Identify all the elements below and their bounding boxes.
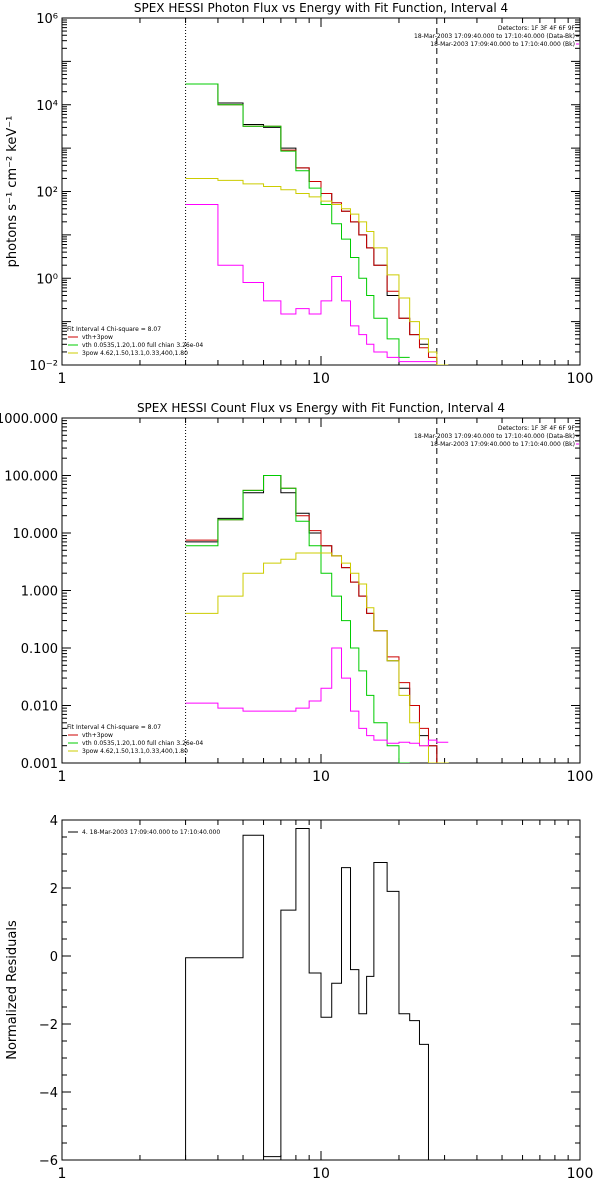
series-line-1 [185, 828, 437, 1160]
legend-label: vth 0.0535,1.20,1.00 full chian 3.26e-04 [82, 740, 203, 747]
series-line-5 [185, 204, 437, 363]
legend-label: vth+3pow [82, 732, 113, 739]
legend-title: Fit Interval 4 Chi-square = 8.07 [67, 326, 161, 333]
legend-label: 4. 18-Mar-2003 17:09:40.000 to 17:10:40.… [82, 829, 220, 836]
legend-label: 3pow 4.62,1.50,13.1,0.33,400,1.80 [82, 748, 188, 755]
header-line: 18-Mar-2003 17:09:40.000 to 17:10:40.000… [414, 33, 575, 40]
series-line-5 [185, 647, 449, 747]
series-line-3 [185, 83, 410, 358]
x-tick-label: 1 [58, 769, 67, 785]
panel-3: 1 10 100 −6 −4 −2 0 2 4 Normalized Residuals 4. 18… [5, 814, 593, 1182]
y-tick-label: 10⁰ [36, 272, 58, 287]
panel-1: SPEX HESSI Photon Flux vs Energy with Fi… [5, 1, 593, 387]
x-tick-label: 100 [567, 1166, 594, 1182]
y-tick-label: 10⁶ [36, 12, 58, 27]
header-line: 18-Mar-2003 17:09:40.000 to 17:10:40.000… [414, 433, 575, 440]
y-axis-label: photons s⁻¹ cm⁻² keV⁻¹ [5, 116, 20, 268]
y-axis-label: Normalized Residuals [5, 920, 20, 1060]
x-tick-label: 10 [312, 769, 330, 785]
y-tick-label: 10⁴ [36, 99, 58, 114]
y-tick-label: −4 [39, 1086, 58, 1101]
y-tick-label: 1000.000 [0, 412, 58, 427]
x-tick-label: 10 [312, 371, 330, 387]
legend-label: vth+3pow [82, 334, 113, 341]
legend-title: Fit Interval 4 Chi-square = 8.07 [67, 724, 161, 731]
header-line: 18-Mar-2003 17:09:40.000 to 17:10:40.000… [430, 441, 575, 448]
y-tick-label: −6 [39, 1154, 58, 1169]
series-line-2 [185, 83, 449, 365]
x-tick-label: 1 [58, 371, 67, 387]
legend-label: 3pow 4.62,1.50,13.1,0.33,400,1.80 [82, 350, 188, 357]
panel-2: SPEX HESSI Count Flux vs Energy with Fit… [0, 401, 593, 785]
y-tick-label: 10.000 [13, 527, 59, 542]
header-line: Detectors: 1F 3F 4F 6F 9F [498, 425, 576, 432]
chart-title: SPEX HESSI Count Flux vs Energy with Fit… [137, 401, 505, 415]
y-tick-label: 0.001 [21, 757, 58, 772]
y-tick-label: 0.010 [21, 700, 58, 715]
header-line: 18-Mar-2003 17:09:40.000 to 17:10:40.000… [430, 41, 575, 48]
x-tick-label: 100 [567, 371, 594, 387]
legend-label: vth 0.0535,1.20,1.00 full chian 3.26e-04 [82, 342, 203, 349]
y-tick-label: 0.100 [21, 642, 58, 657]
y-tick-label: 10⁻² [29, 359, 58, 374]
x-tick-label: 10 [312, 1166, 330, 1182]
chart-title: SPEX HESSI Photon Flux vs Energy with Fi… [134, 1, 508, 15]
y-tick-label: −2 [39, 1018, 58, 1033]
header-line: Detectors: 1F 3F 4F 6F 9F [498, 25, 576, 32]
y-tick-label: 0 [50, 950, 58, 965]
y-tick-label: 4 [50, 814, 58, 829]
series-line-4 [185, 552, 449, 763]
series-line-1 [185, 475, 449, 763]
y-tick-label: 100.000 [4, 470, 58, 485]
x-tick-label: 100 [567, 769, 594, 785]
y-tick-label: 1.000 [21, 585, 58, 600]
plot-frame [61, 417, 581, 764]
series-line-4 [185, 177, 449, 365]
series-line-3 [185, 475, 410, 763]
y-tick-label: 10² [36, 186, 58, 201]
y-tick-label: 2 [50, 882, 58, 897]
x-tick-label: 1 [58, 1166, 67, 1182]
